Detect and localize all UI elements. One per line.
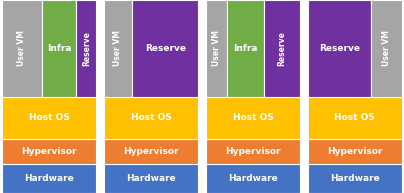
FancyBboxPatch shape — [206, 164, 300, 193]
FancyBboxPatch shape — [132, 0, 198, 96]
FancyBboxPatch shape — [2, 0, 42, 96]
Text: Hardware: Hardware — [24, 174, 74, 183]
FancyBboxPatch shape — [206, 0, 227, 96]
Text: Host OS: Host OS — [29, 113, 69, 122]
FancyBboxPatch shape — [308, 0, 371, 96]
Text: User VM: User VM — [17, 30, 26, 66]
FancyBboxPatch shape — [104, 0, 132, 96]
FancyBboxPatch shape — [104, 96, 198, 139]
Text: Hardware: Hardware — [330, 174, 380, 183]
FancyBboxPatch shape — [264, 0, 300, 96]
FancyBboxPatch shape — [227, 0, 264, 96]
Text: Hypervisor: Hypervisor — [21, 147, 77, 156]
Text: Host OS: Host OS — [335, 113, 375, 122]
Text: User VM: User VM — [114, 30, 122, 66]
FancyBboxPatch shape — [104, 164, 198, 193]
FancyBboxPatch shape — [104, 139, 198, 164]
Text: Host OS: Host OS — [130, 113, 171, 122]
Text: Hypervisor: Hypervisor — [225, 147, 281, 156]
FancyBboxPatch shape — [2, 164, 96, 193]
Text: Reserve: Reserve — [319, 44, 360, 53]
FancyBboxPatch shape — [76, 0, 96, 96]
FancyBboxPatch shape — [206, 139, 300, 164]
Text: Infra: Infra — [47, 44, 71, 53]
Text: Hardware: Hardware — [228, 174, 278, 183]
Text: Reserve: Reserve — [278, 31, 287, 66]
Text: Hypervisor: Hypervisor — [123, 147, 179, 156]
Text: Reserve: Reserve — [145, 44, 186, 53]
Text: Reserve: Reserve — [82, 31, 91, 66]
Text: User VM: User VM — [382, 30, 391, 66]
Text: Host OS: Host OS — [233, 113, 274, 122]
Text: Hypervisor: Hypervisor — [327, 147, 383, 156]
FancyBboxPatch shape — [308, 164, 402, 193]
FancyBboxPatch shape — [42, 0, 76, 96]
FancyBboxPatch shape — [308, 139, 402, 164]
FancyBboxPatch shape — [2, 139, 96, 164]
Text: Hardware: Hardware — [126, 174, 176, 183]
FancyBboxPatch shape — [2, 96, 96, 139]
FancyBboxPatch shape — [308, 96, 402, 139]
FancyBboxPatch shape — [206, 96, 300, 139]
FancyBboxPatch shape — [371, 0, 402, 96]
Text: User VM: User VM — [212, 30, 221, 66]
Text: Infra: Infra — [233, 44, 258, 53]
